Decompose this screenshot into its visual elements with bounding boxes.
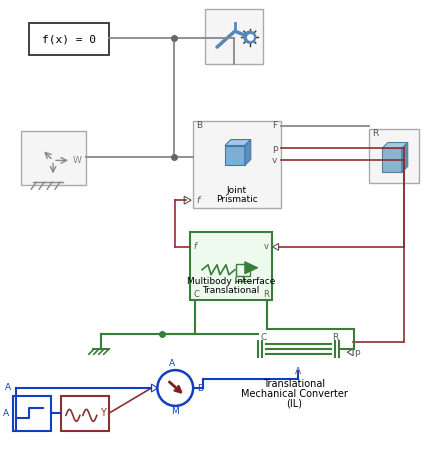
Text: C: C bbox=[260, 333, 266, 342]
Polygon shape bbox=[184, 196, 191, 204]
FancyBboxPatch shape bbox=[61, 396, 108, 431]
Text: A: A bbox=[169, 359, 175, 368]
Polygon shape bbox=[381, 143, 407, 148]
Polygon shape bbox=[244, 139, 250, 165]
Text: Joint: Joint bbox=[226, 186, 246, 195]
Text: R: R bbox=[262, 290, 268, 299]
Text: B: B bbox=[196, 121, 202, 130]
Text: p: p bbox=[271, 144, 277, 153]
FancyBboxPatch shape bbox=[29, 23, 108, 55]
Polygon shape bbox=[151, 384, 157, 392]
FancyBboxPatch shape bbox=[205, 10, 262, 64]
Text: A: A bbox=[295, 367, 301, 375]
Text: A: A bbox=[5, 383, 11, 391]
Text: f(x) = 0: f(x) = 0 bbox=[42, 34, 96, 44]
Text: Y: Y bbox=[100, 408, 105, 418]
Text: Mechanical Converter: Mechanical Converter bbox=[240, 389, 347, 399]
Polygon shape bbox=[224, 145, 244, 165]
Text: B: B bbox=[197, 384, 203, 393]
Text: A: A bbox=[3, 409, 9, 418]
Polygon shape bbox=[224, 139, 250, 145]
Text: W: W bbox=[73, 156, 82, 165]
Polygon shape bbox=[401, 143, 407, 173]
Text: R: R bbox=[371, 129, 378, 138]
Text: f: f bbox=[193, 242, 196, 252]
Polygon shape bbox=[244, 262, 257, 274]
FancyBboxPatch shape bbox=[368, 128, 418, 183]
Text: R: R bbox=[332, 333, 338, 342]
FancyBboxPatch shape bbox=[193, 121, 280, 208]
FancyBboxPatch shape bbox=[13, 396, 51, 431]
Text: C: C bbox=[193, 290, 199, 299]
Text: (IL): (IL) bbox=[286, 399, 302, 409]
Text: v: v bbox=[272, 156, 277, 165]
FancyBboxPatch shape bbox=[190, 232, 271, 300]
Text: v: v bbox=[263, 242, 268, 252]
Text: Multibody Interface: Multibody Interface bbox=[186, 276, 274, 286]
Polygon shape bbox=[381, 148, 401, 173]
FancyBboxPatch shape bbox=[21, 131, 86, 185]
Text: M: M bbox=[171, 407, 179, 416]
FancyBboxPatch shape bbox=[235, 264, 249, 276]
Text: Translational: Translational bbox=[202, 286, 259, 295]
Text: f: f bbox=[196, 196, 199, 205]
Polygon shape bbox=[346, 349, 352, 355]
Circle shape bbox=[243, 31, 255, 43]
Text: Prismatic: Prismatic bbox=[215, 195, 257, 204]
Text: F: F bbox=[272, 121, 277, 130]
Text: Translational: Translational bbox=[263, 379, 325, 389]
Text: p: p bbox=[353, 348, 359, 357]
Polygon shape bbox=[272, 243, 278, 250]
